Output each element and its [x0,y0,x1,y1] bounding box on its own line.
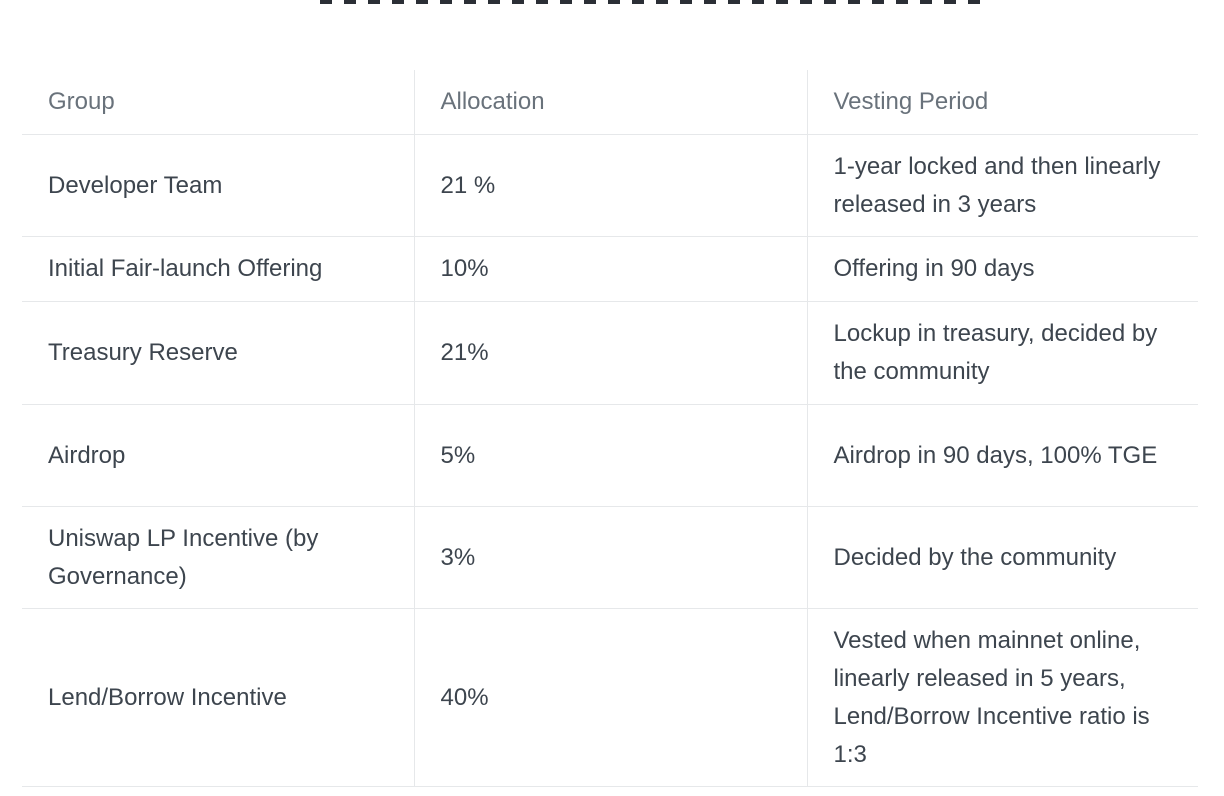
table-row: Developer Team 21 % 1-year locked and th… [22,134,1198,237]
header-vesting-period: Vesting Period [806,70,1198,135]
dashed-divider [320,0,992,4]
cell-vesting: Airdrop in 90 days, 100% TGE [806,404,1198,507]
token-allocation-table-wrapper: Group Allocation Vesting Period Develope… [22,70,1198,787]
token-allocation-table: Group Allocation Vesting Period Develope… [22,70,1198,787]
cell-group: Initial Fair-launch Offering [22,236,414,302]
cell-vesting: Vested when mainnet online, linearly rel… [806,608,1198,787]
cell-allocation: 21 % [413,134,807,237]
table-header-row: Group Allocation Vesting Period [22,70,1198,135]
table-row: Treasury Reserve 21% Lockup in treasury,… [22,301,1198,405]
table-row: Uniswap LP Incentive (by Governance) 3% … [22,506,1198,609]
table-row: Lend/Borrow Incentive 40% Vested when ma… [22,608,1198,787]
cell-group: Developer Team [22,134,414,237]
cell-group: Airdrop [22,404,414,507]
cell-allocation: 5% [413,404,807,507]
cell-group: Uniswap LP Incentive (by Governance) [22,506,414,609]
cell-allocation: 3% [413,506,807,609]
cell-vesting: Offering in 90 days [806,236,1198,302]
table-row: Airdrop 5% Airdrop in 90 days, 100% TGE [22,404,1198,507]
cell-allocation: 10% [413,236,807,302]
table-row: Initial Fair-launch Offering 10% Offerin… [22,236,1198,302]
cell-group: Lend/Borrow Incentive [22,608,414,787]
cell-allocation: 40% [413,608,807,787]
header-group: Group [22,70,414,135]
cell-allocation: 21% [413,301,807,405]
cell-group: Treasury Reserve [22,301,414,405]
cell-vesting: Decided by the community [806,506,1198,609]
cell-vesting: 1-year locked and then linearly released… [806,134,1198,237]
cell-vesting: Lockup in treasury, decided by the commu… [806,301,1198,405]
header-allocation: Allocation [413,70,807,135]
